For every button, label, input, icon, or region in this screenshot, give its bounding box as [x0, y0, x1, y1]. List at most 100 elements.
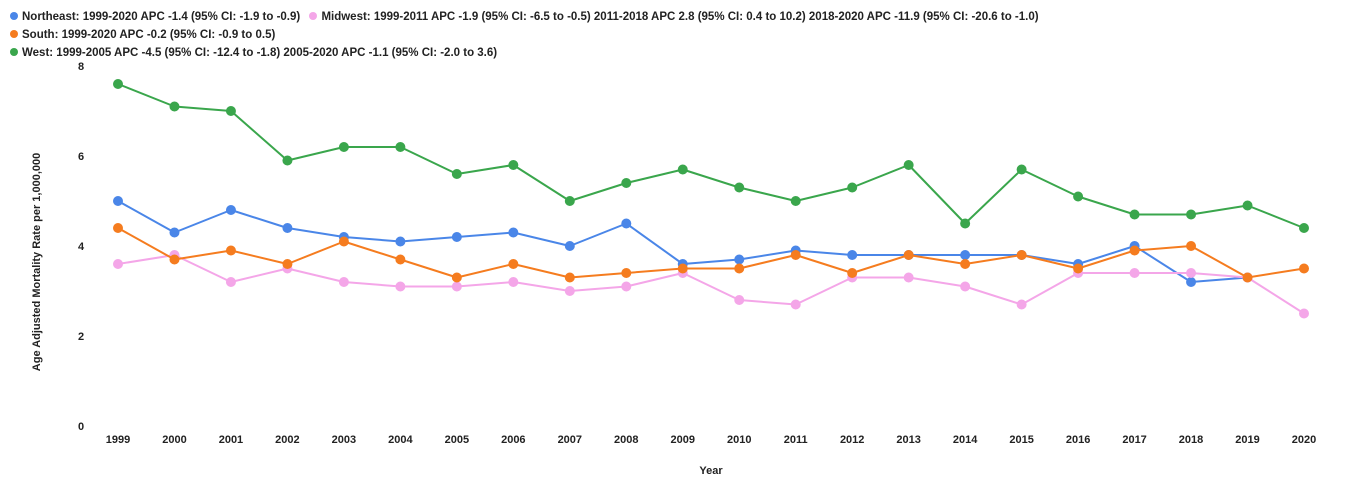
data-point-west: [677, 164, 688, 175]
data-point-midwest: [960, 281, 971, 292]
data-point-south: [677, 263, 688, 274]
data-point-midwest: [338, 277, 349, 287]
data-point-midwest: [1016, 299, 1027, 310]
y-tick-label: 6: [78, 151, 84, 163]
x-axis-title: Year: [699, 465, 723, 477]
x-tick-label: 2015: [1009, 434, 1033, 446]
data-point-south: [113, 223, 123, 233]
data-point-midwest: [395, 281, 406, 292]
legend-item-midwest: Midwest: 1999-2011 APC -1.9 (95% CI: -6.…: [309, 8, 1039, 26]
data-point-west: [451, 169, 462, 179]
data-point-northeast: [169, 227, 180, 238]
data-point-northeast: [564, 241, 575, 251]
x-tick-label: 2002: [275, 434, 299, 446]
x-tick-label: 2008: [614, 434, 638, 446]
data-point-south: [1242, 272, 1253, 283]
data-point-south: [169, 254, 180, 265]
series-layer: [113, 79, 1309, 319]
data-point-west: [1242, 200, 1253, 211]
data-point-south: [1129, 245, 1140, 256]
data-point-west: [113, 79, 123, 89]
x-tick-label: 2011: [784, 434, 808, 446]
data-point-south: [734, 263, 745, 274]
x-tick-label: 2020: [1292, 434, 1316, 446]
x-tick-label: 2007: [558, 434, 582, 446]
legend-label-midwest: Midwest: 1999-2011 APC -1.9 (95% CI: -6.…: [321, 11, 1039, 23]
data-point-northeast: [282, 223, 293, 233]
legend-item-west: West: 1999-2005 APC -4.5 (95% CI: -12.4 …: [10, 44, 497, 62]
data-point-west: [847, 182, 858, 193]
legend-label-west: West: 1999-2005 APC -4.5 (95% CI: -12.4 …: [22, 47, 498, 59]
data-point-west: [564, 196, 575, 206]
series-midwest: [113, 250, 1309, 319]
data-point-south: [395, 254, 406, 265]
x-tick-label: 2018: [1179, 434, 1203, 446]
data-point-west: [282, 155, 293, 166]
data-point-northeast: [621, 218, 632, 229]
data-point-midwest: [790, 299, 801, 310]
legend-label-south: South: 1999-2020 APC -0.2 (95% CI: -0.9 …: [22, 29, 276, 41]
x-tick-label: 2009: [671, 434, 695, 446]
x-tick-label: 2019: [1235, 434, 1259, 446]
x-tick-label: 2013: [896, 434, 920, 446]
y-tick-label: 2: [78, 331, 84, 343]
data-point-south: [508, 259, 519, 269]
data-point-midwest: [734, 295, 745, 305]
data-point-midwest: [621, 281, 632, 292]
data-point-midwest: [113, 259, 123, 269]
data-point-west: [1073, 191, 1084, 202]
data-point-west: [960, 218, 971, 229]
data-point-midwest: [1299, 308, 1309, 319]
data-point-south: [564, 272, 575, 283]
legend-item-south: South: 1999-2020 APC -0.2 (95% CI: -0.9 …: [10, 26, 275, 44]
x-tick-label: 2016: [1066, 434, 1090, 446]
data-point-west: [508, 160, 519, 170]
data-point-midwest: [508, 277, 519, 287]
data-point-south: [282, 259, 293, 269]
data-point-west: [338, 142, 349, 152]
data-point-northeast: [1186, 277, 1197, 287]
y-tick-label: 4: [78, 241, 85, 253]
series-south: [113, 223, 1309, 283]
x-tick-label: 2005: [445, 434, 469, 446]
legend: Northeast: 1999-2020 APC -1.4 (95% CI: -…: [10, 8, 1340, 62]
data-point-west: [1016, 164, 1027, 175]
data-point-west: [790, 196, 801, 206]
x-axis: 1999 2000 2001 2002 2003 2004 2005 2006 2007 2008…: [106, 434, 1316, 446]
legend-swatch-northeast: [10, 12, 18, 20]
data-point-south: [621, 268, 632, 278]
data-point-west: [734, 182, 745, 193]
data-point-northeast: [225, 205, 236, 215]
legend-swatch-west: [10, 48, 18, 56]
data-point-south: [225, 245, 236, 256]
x-tick-label: 2010: [727, 434, 751, 446]
y-axis-title: Age Adjusted Mortality Rate per 1,000,00…: [31, 153, 43, 371]
data-point-south: [903, 250, 914, 260]
data-point-west: [1299, 223, 1309, 233]
data-point-south: [960, 259, 971, 269]
legend-label-northeast: Northeast: 1999-2020 APC -1.4 (95% CI: -…: [22, 11, 301, 23]
y-tick-label: 8: [78, 61, 84, 73]
data-point-midwest: [1186, 268, 1197, 278]
data-point-midwest: [1129, 268, 1140, 278]
x-tick-label: 2006: [501, 434, 525, 446]
data-point-west: [395, 142, 406, 152]
x-tick-label: 2000: [162, 434, 186, 446]
data-point-northeast: [847, 250, 858, 260]
data-point-midwest: [225, 277, 236, 287]
legend-swatch-midwest: [309, 12, 318, 20]
data-point-west: [903, 160, 914, 170]
x-tick-label: 2014: [953, 434, 978, 446]
legend-swatch-south: [10, 30, 18, 38]
series-line-midwest: [117, 254, 1305, 315]
data-point-northeast: [451, 232, 462, 242]
data-point-south: [790, 250, 801, 260]
data-point-northeast: [508, 227, 519, 238]
series-west: [113, 79, 1309, 233]
data-point-northeast: [734, 254, 745, 265]
data-point-south: [451, 272, 462, 283]
series-line-west: [117, 83, 1305, 229]
data-point-south: [1299, 263, 1309, 274]
